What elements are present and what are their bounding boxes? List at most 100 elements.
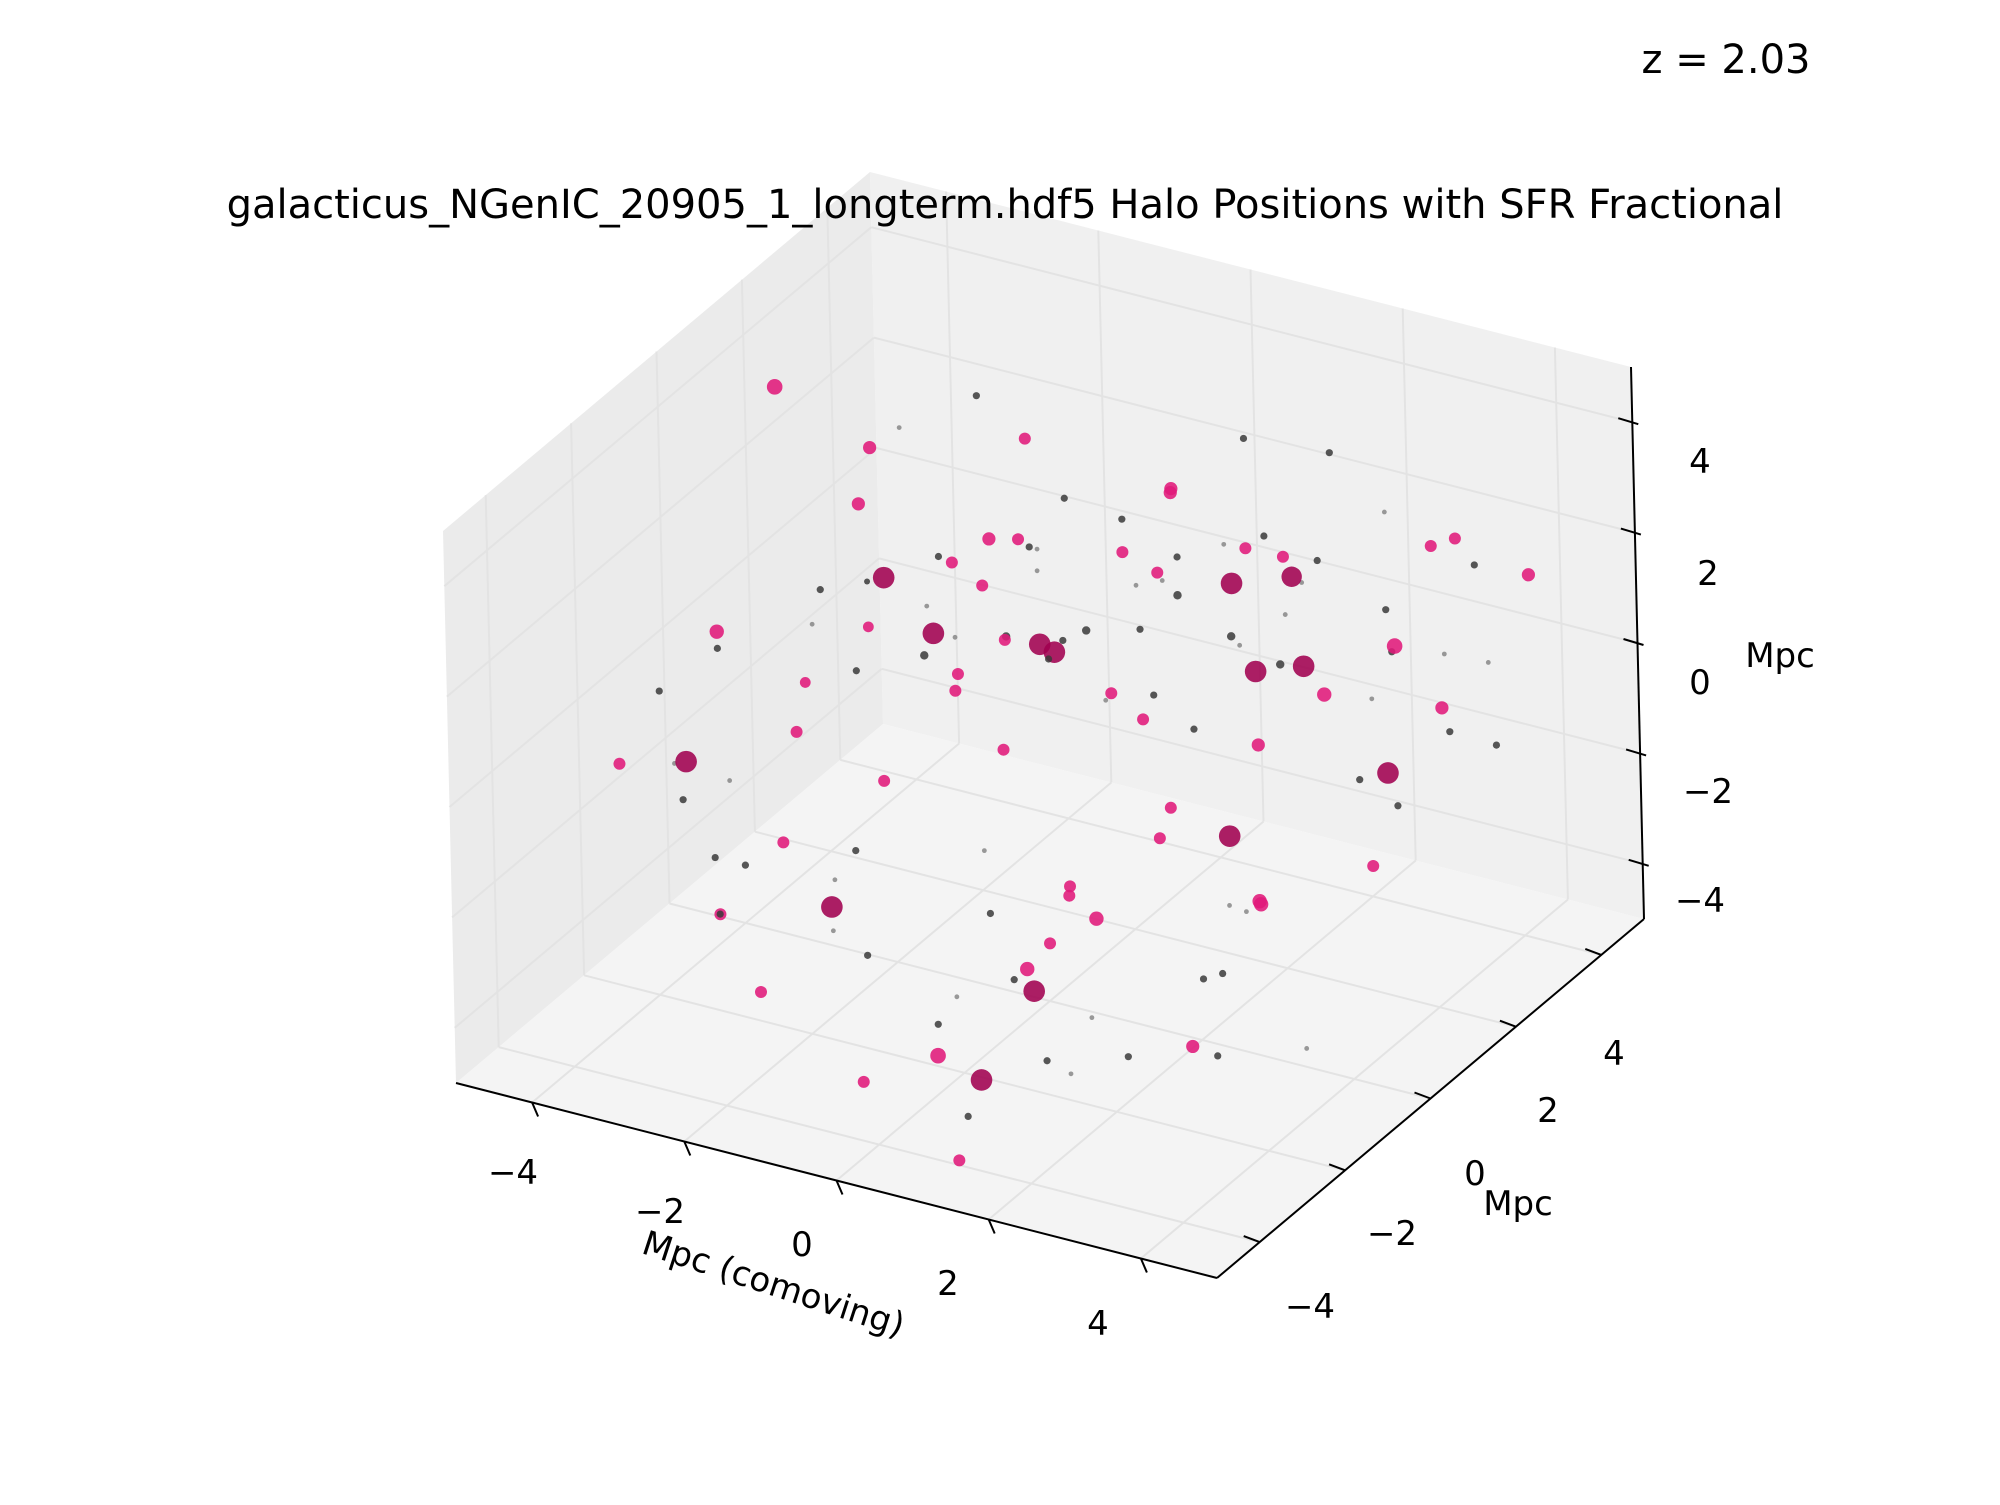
halo-point bbox=[934, 1020, 942, 1028]
z-tick-label: 0 bbox=[1689, 663, 1711, 703]
z-tick bbox=[1623, 638, 1644, 646]
halo-point bbox=[1136, 625, 1144, 633]
halo-point bbox=[998, 633, 1011, 646]
halo-point bbox=[711, 853, 719, 862]
halo-point bbox=[1239, 434, 1248, 443]
halo-point bbox=[716, 910, 724, 918]
tick-marks bbox=[531, 417, 1649, 1273]
halo-point bbox=[741, 861, 750, 869]
halo-point bbox=[1164, 482, 1178, 496]
halo-point bbox=[1253, 897, 1269, 912]
y-tick bbox=[1584, 947, 1602, 956]
halo-point bbox=[1186, 1039, 1200, 1054]
grid-line bbox=[988, 859, 1417, 1221]
halo-point bbox=[951, 668, 964, 681]
halo-point bbox=[1105, 687, 1118, 700]
halo-point bbox=[1367, 859, 1380, 872]
grid-line bbox=[1140, 898, 1569, 1260]
halo-point bbox=[1044, 937, 1057, 950]
halo-point bbox=[1251, 738, 1265, 752]
halo-point bbox=[1470, 561, 1478, 569]
y-tick bbox=[1243, 1235, 1261, 1244]
halo-point bbox=[981, 848, 987, 854]
x-tick-label: 4 bbox=[1087, 1304, 1109, 1344]
halo-point bbox=[777, 836, 790, 849]
halo-point bbox=[1292, 655, 1315, 678]
halo-point bbox=[1199, 975, 1208, 983]
halo-point bbox=[821, 896, 843, 918]
halo-point bbox=[1435, 701, 1449, 715]
z-tick bbox=[1625, 748, 1647, 757]
halo-point bbox=[972, 392, 980, 400]
halo-point bbox=[930, 1047, 946, 1064]
z-tick-label: 4 bbox=[1689, 442, 1711, 482]
halo-point bbox=[1118, 515, 1126, 523]
halo-point bbox=[1317, 687, 1332, 702]
halo-point bbox=[755, 986, 767, 998]
y-tick-label: 4 bbox=[1603, 1034, 1625, 1074]
halo-point bbox=[1521, 568, 1535, 582]
halo-point bbox=[1124, 1053, 1132, 1061]
halo-point bbox=[1227, 903, 1232, 908]
halo-point bbox=[952, 634, 958, 640]
grid-lines bbox=[443, 191, 1643, 1260]
halo-point bbox=[1044, 655, 1053, 663]
halo-point bbox=[1441, 651, 1447, 657]
halo-point bbox=[1043, 1057, 1051, 1065]
halo-point bbox=[1089, 911, 1104, 926]
halo-point bbox=[1133, 582, 1139, 588]
halo-point bbox=[863, 440, 877, 455]
halo-point bbox=[675, 750, 697, 773]
halo-point bbox=[1150, 691, 1158, 699]
halo-point bbox=[1276, 660, 1285, 669]
halo-point bbox=[976, 579, 989, 592]
halo-point bbox=[982, 532, 996, 546]
z-tick-label: −4 bbox=[1675, 881, 1725, 921]
halo-point bbox=[1173, 591, 1182, 600]
halo-point bbox=[1081, 626, 1091, 635]
x-tick bbox=[1139, 1258, 1148, 1273]
halo-point bbox=[1064, 880, 1077, 893]
halo-point bbox=[1018, 432, 1031, 445]
halo-point bbox=[1276, 550, 1289, 563]
halo-point bbox=[878, 774, 891, 787]
halo-point bbox=[1485, 660, 1491, 665]
redshift-annotation: z = 2.03 bbox=[1641, 37, 1810, 83]
halo-point bbox=[1282, 612, 1288, 617]
halo-point bbox=[1137, 713, 1150, 726]
halo-point bbox=[1394, 802, 1402, 810]
halo-point bbox=[1313, 556, 1321, 565]
chart-title: galacticus_NGenIC_20905_1_longterm.hdf5 … bbox=[227, 182, 1784, 228]
halo-point bbox=[1214, 1052, 1222, 1060]
halo-point bbox=[1220, 572, 1243, 595]
halo-point bbox=[1164, 801, 1177, 814]
data-points bbox=[613, 379, 1535, 1167]
halo-point bbox=[1237, 642, 1243, 648]
halo-point bbox=[766, 379, 783, 395]
halo-point bbox=[1012, 533, 1025, 546]
halo-point bbox=[1028, 633, 1051, 656]
z-tick-label: 2 bbox=[1697, 554, 1719, 594]
halo-point bbox=[970, 1069, 993, 1091]
halo-point bbox=[922, 622, 945, 645]
halo-point bbox=[851, 497, 865, 511]
halo-point bbox=[1226, 632, 1236, 641]
halo-point bbox=[945, 556, 958, 569]
halo-point bbox=[1116, 546, 1129, 559]
halo-point bbox=[1369, 696, 1375, 702]
halo-point bbox=[1089, 1015, 1095, 1021]
halo-point bbox=[964, 1112, 972, 1121]
y-tick bbox=[1499, 1019, 1517, 1028]
x-tick bbox=[531, 1102, 540, 1117]
y-tick-label: −2 bbox=[1367, 1214, 1417, 1254]
y-tick bbox=[1414, 1091, 1431, 1100]
z-tick bbox=[1618, 417, 1639, 426]
z-tick bbox=[1628, 858, 1649, 867]
halo-point bbox=[1063, 889, 1076, 902]
halo-point bbox=[1173, 553, 1181, 561]
halo-point bbox=[1221, 541, 1227, 547]
halo-point bbox=[1020, 961, 1035, 977]
halo-point bbox=[727, 778, 733, 783]
halo-point bbox=[1304, 1046, 1310, 1051]
